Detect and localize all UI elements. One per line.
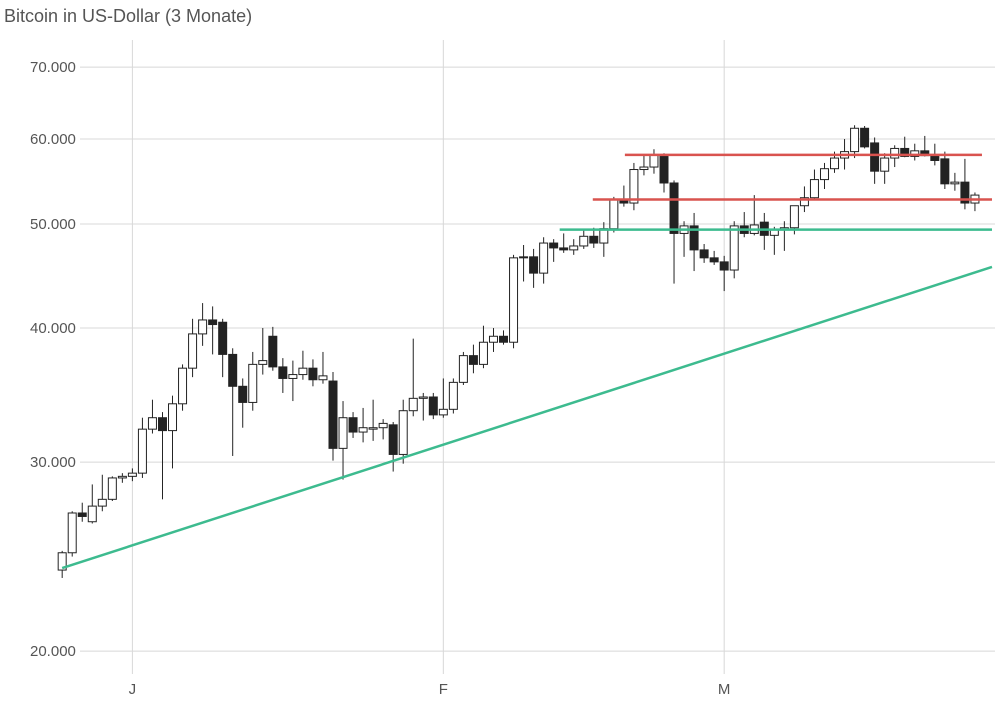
x-tick-label: J xyxy=(129,681,137,698)
candle-body xyxy=(117,475,127,479)
candle-body xyxy=(298,367,308,376)
candle-body xyxy=(488,335,498,343)
candle-body xyxy=(589,235,599,244)
candle-body xyxy=(448,381,458,410)
candle-body xyxy=(348,417,358,433)
candle-body xyxy=(137,428,147,474)
candle-body xyxy=(438,408,448,416)
candle-body xyxy=(819,168,829,181)
candle-body xyxy=(368,427,378,430)
candle-body xyxy=(147,417,157,430)
chart-title: Bitcoin in US-Dollar (3 Monate) xyxy=(4,6,252,26)
candle-body xyxy=(809,179,819,199)
candle-body xyxy=(579,235,589,247)
y-tick-label: 30.000 xyxy=(30,454,76,471)
candle-body xyxy=(157,417,167,432)
candle-body xyxy=(278,366,288,379)
x-tick-label: M xyxy=(718,681,731,698)
candle-body xyxy=(288,374,298,379)
candle-body xyxy=(789,205,799,229)
candle-body xyxy=(408,397,418,412)
candle-body xyxy=(458,355,468,383)
candle-body xyxy=(107,477,117,500)
candle-body xyxy=(188,333,198,369)
y-tick-label: 40.000 xyxy=(30,320,76,337)
candle-body xyxy=(77,512,87,517)
candle-body xyxy=(669,182,679,234)
candle-body xyxy=(890,147,900,159)
candle-body xyxy=(198,319,208,335)
trend-line xyxy=(61,265,993,570)
candle-body xyxy=(709,257,719,263)
candle-body xyxy=(519,256,529,259)
y-tick-label: 60.000 xyxy=(30,131,76,148)
candle-body xyxy=(539,242,549,274)
candle-body xyxy=(549,242,559,249)
candle-body xyxy=(499,335,509,343)
candle-body xyxy=(218,321,228,355)
candle-body xyxy=(418,396,428,399)
candle-body xyxy=(950,181,960,185)
candle-body xyxy=(248,363,258,403)
candle-body xyxy=(358,427,368,433)
candle-body xyxy=(880,157,890,172)
candle-body xyxy=(388,424,398,455)
candle-body xyxy=(178,367,188,405)
candle-body xyxy=(649,154,659,168)
candle-body xyxy=(960,181,970,204)
candle-body xyxy=(168,403,178,432)
y-tick-label: 50.000 xyxy=(30,216,76,233)
candle-body xyxy=(308,367,318,381)
candle-body xyxy=(729,225,739,271)
candle-body xyxy=(569,245,579,251)
candle-body xyxy=(338,417,348,449)
candle-body xyxy=(830,157,840,170)
candle-body xyxy=(870,142,880,172)
candle-body xyxy=(238,385,248,403)
candle-body xyxy=(468,355,478,365)
candle-body xyxy=(699,249,709,259)
candle-body xyxy=(428,396,438,416)
candle-body xyxy=(208,319,218,326)
candle-body xyxy=(87,505,97,523)
candle-body xyxy=(719,261,729,271)
candle-body xyxy=(659,154,669,184)
y-tick-label: 20.000 xyxy=(30,643,76,660)
candle-body xyxy=(318,375,328,381)
candle-body xyxy=(378,422,388,429)
candle-body xyxy=(67,512,77,554)
candle-body xyxy=(328,380,338,449)
candle-body xyxy=(97,498,107,507)
candle-body xyxy=(268,335,278,368)
candle-body xyxy=(609,198,619,230)
x-tick-label: F xyxy=(439,681,448,698)
candle-body xyxy=(850,127,860,153)
y-tick-label: 70.000 xyxy=(30,59,76,76)
candle-body xyxy=(127,472,137,477)
candle-body xyxy=(940,158,950,185)
candle-body xyxy=(57,552,67,571)
candle-body xyxy=(860,127,870,148)
candle-body xyxy=(639,166,649,171)
candle-body xyxy=(799,197,809,207)
candle-body xyxy=(529,256,539,274)
candle-body xyxy=(689,225,699,251)
candle-body xyxy=(509,257,519,343)
candle-body xyxy=(629,169,639,204)
candle-body xyxy=(559,247,569,251)
candle-body xyxy=(478,341,488,365)
candle-body xyxy=(258,360,268,365)
candle-body xyxy=(900,147,910,157)
candle-body xyxy=(228,353,238,387)
candle-body xyxy=(398,410,408,455)
